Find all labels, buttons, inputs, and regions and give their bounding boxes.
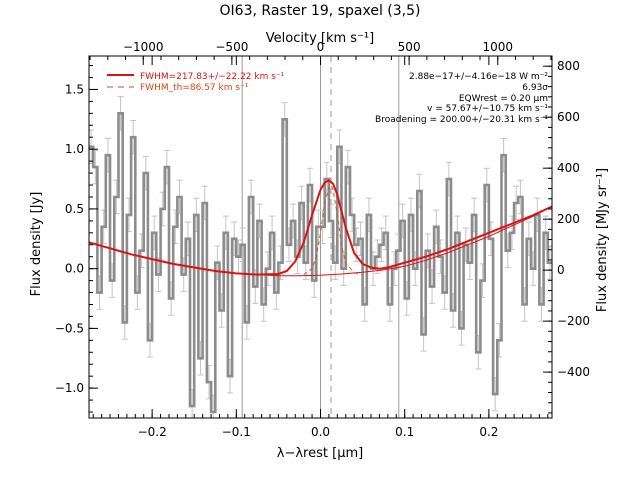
annotation-eqw: EQWrest = 0.20 μm — [459, 94, 548, 104]
y-tick-label: 0.0 — [65, 262, 84, 276]
annotations: 2.88e−17+/−4.16e−18 W m⁻² 6.93σ EQWrest … — [375, 72, 548, 125]
chart-title: OI63, Raster 19, spaxel (3,5) — [220, 3, 421, 19]
right-tick-label: 200 — [557, 212, 580, 226]
annotation-broadening: Broadening = 200.00+/−20.31 km s⁻¹ — [375, 115, 548, 125]
top-tick-label: 500 — [398, 40, 421, 54]
thermal-profile-line — [303, 184, 359, 276]
y-tick-label: 0.5 — [65, 202, 84, 216]
x-tick-label: −0.1 — [222, 425, 251, 439]
top-tick-label: 1000 — [482, 40, 513, 54]
fit-line — [88, 179, 553, 276]
right-tick-label: 800 — [557, 59, 580, 73]
x-tick-label: −0.2 — [138, 425, 167, 439]
legend-thermal-label: FWHM_th=86.57 km s⁻¹ — [140, 83, 249, 93]
right-tick-label: 0 — [557, 263, 565, 277]
x-axis-label: λ−λrest [μm] — [277, 446, 363, 461]
top-axis-label: Velocity [km s⁻¹] — [266, 31, 374, 46]
annotation-line-flux: 2.88e−17+/−4.16e−18 W m⁻² — [409, 72, 548, 82]
y-axis-label: Flux density [Jy] — [29, 192, 44, 297]
y-tick-label: −0.5 — [55, 321, 84, 335]
right-tick-label: 600 — [557, 110, 580, 124]
legend-fit-label: FWHM=217.83+/−22.22 km s⁻¹ — [140, 72, 285, 82]
y-tick-label: 1.0 — [65, 142, 84, 156]
x-tick-label: 0.0 — [311, 425, 330, 439]
y-tick-label: −1.0 — [55, 381, 84, 395]
spectrum-steps — [89, 112, 552, 414]
annotation-significance: 6.93σ — [522, 83, 548, 93]
top-tick-label: −500 — [215, 40, 248, 54]
plot-area: −0.2 −0.1 0.0 0.1 0.2 −1000 −500 0 500 1000 −1.0 −0… — [55, 40, 590, 439]
right-tick-label: 400 — [557, 161, 580, 175]
right-tick-label: −200 — [557, 314, 590, 328]
y-tick-label: 1.5 — [65, 82, 84, 96]
legend: FWHM=217.83+/−22.22 km s⁻¹ FWHM_th=86.57… — [107, 72, 285, 93]
right-tick-label: −400 — [557, 365, 590, 379]
top-tick-label: 0 — [317, 40, 325, 54]
annotation-velocity: v = 57.67+/−10.75 km s⁻¹ — [427, 104, 548, 114]
top-tick-label: −1000 — [123, 40, 164, 54]
x-tick-label: 0.1 — [395, 425, 414, 439]
x-tick-label: 0.2 — [479, 425, 498, 439]
right-axis-label: Flux density [MJy sr⁻¹] — [595, 168, 610, 312]
